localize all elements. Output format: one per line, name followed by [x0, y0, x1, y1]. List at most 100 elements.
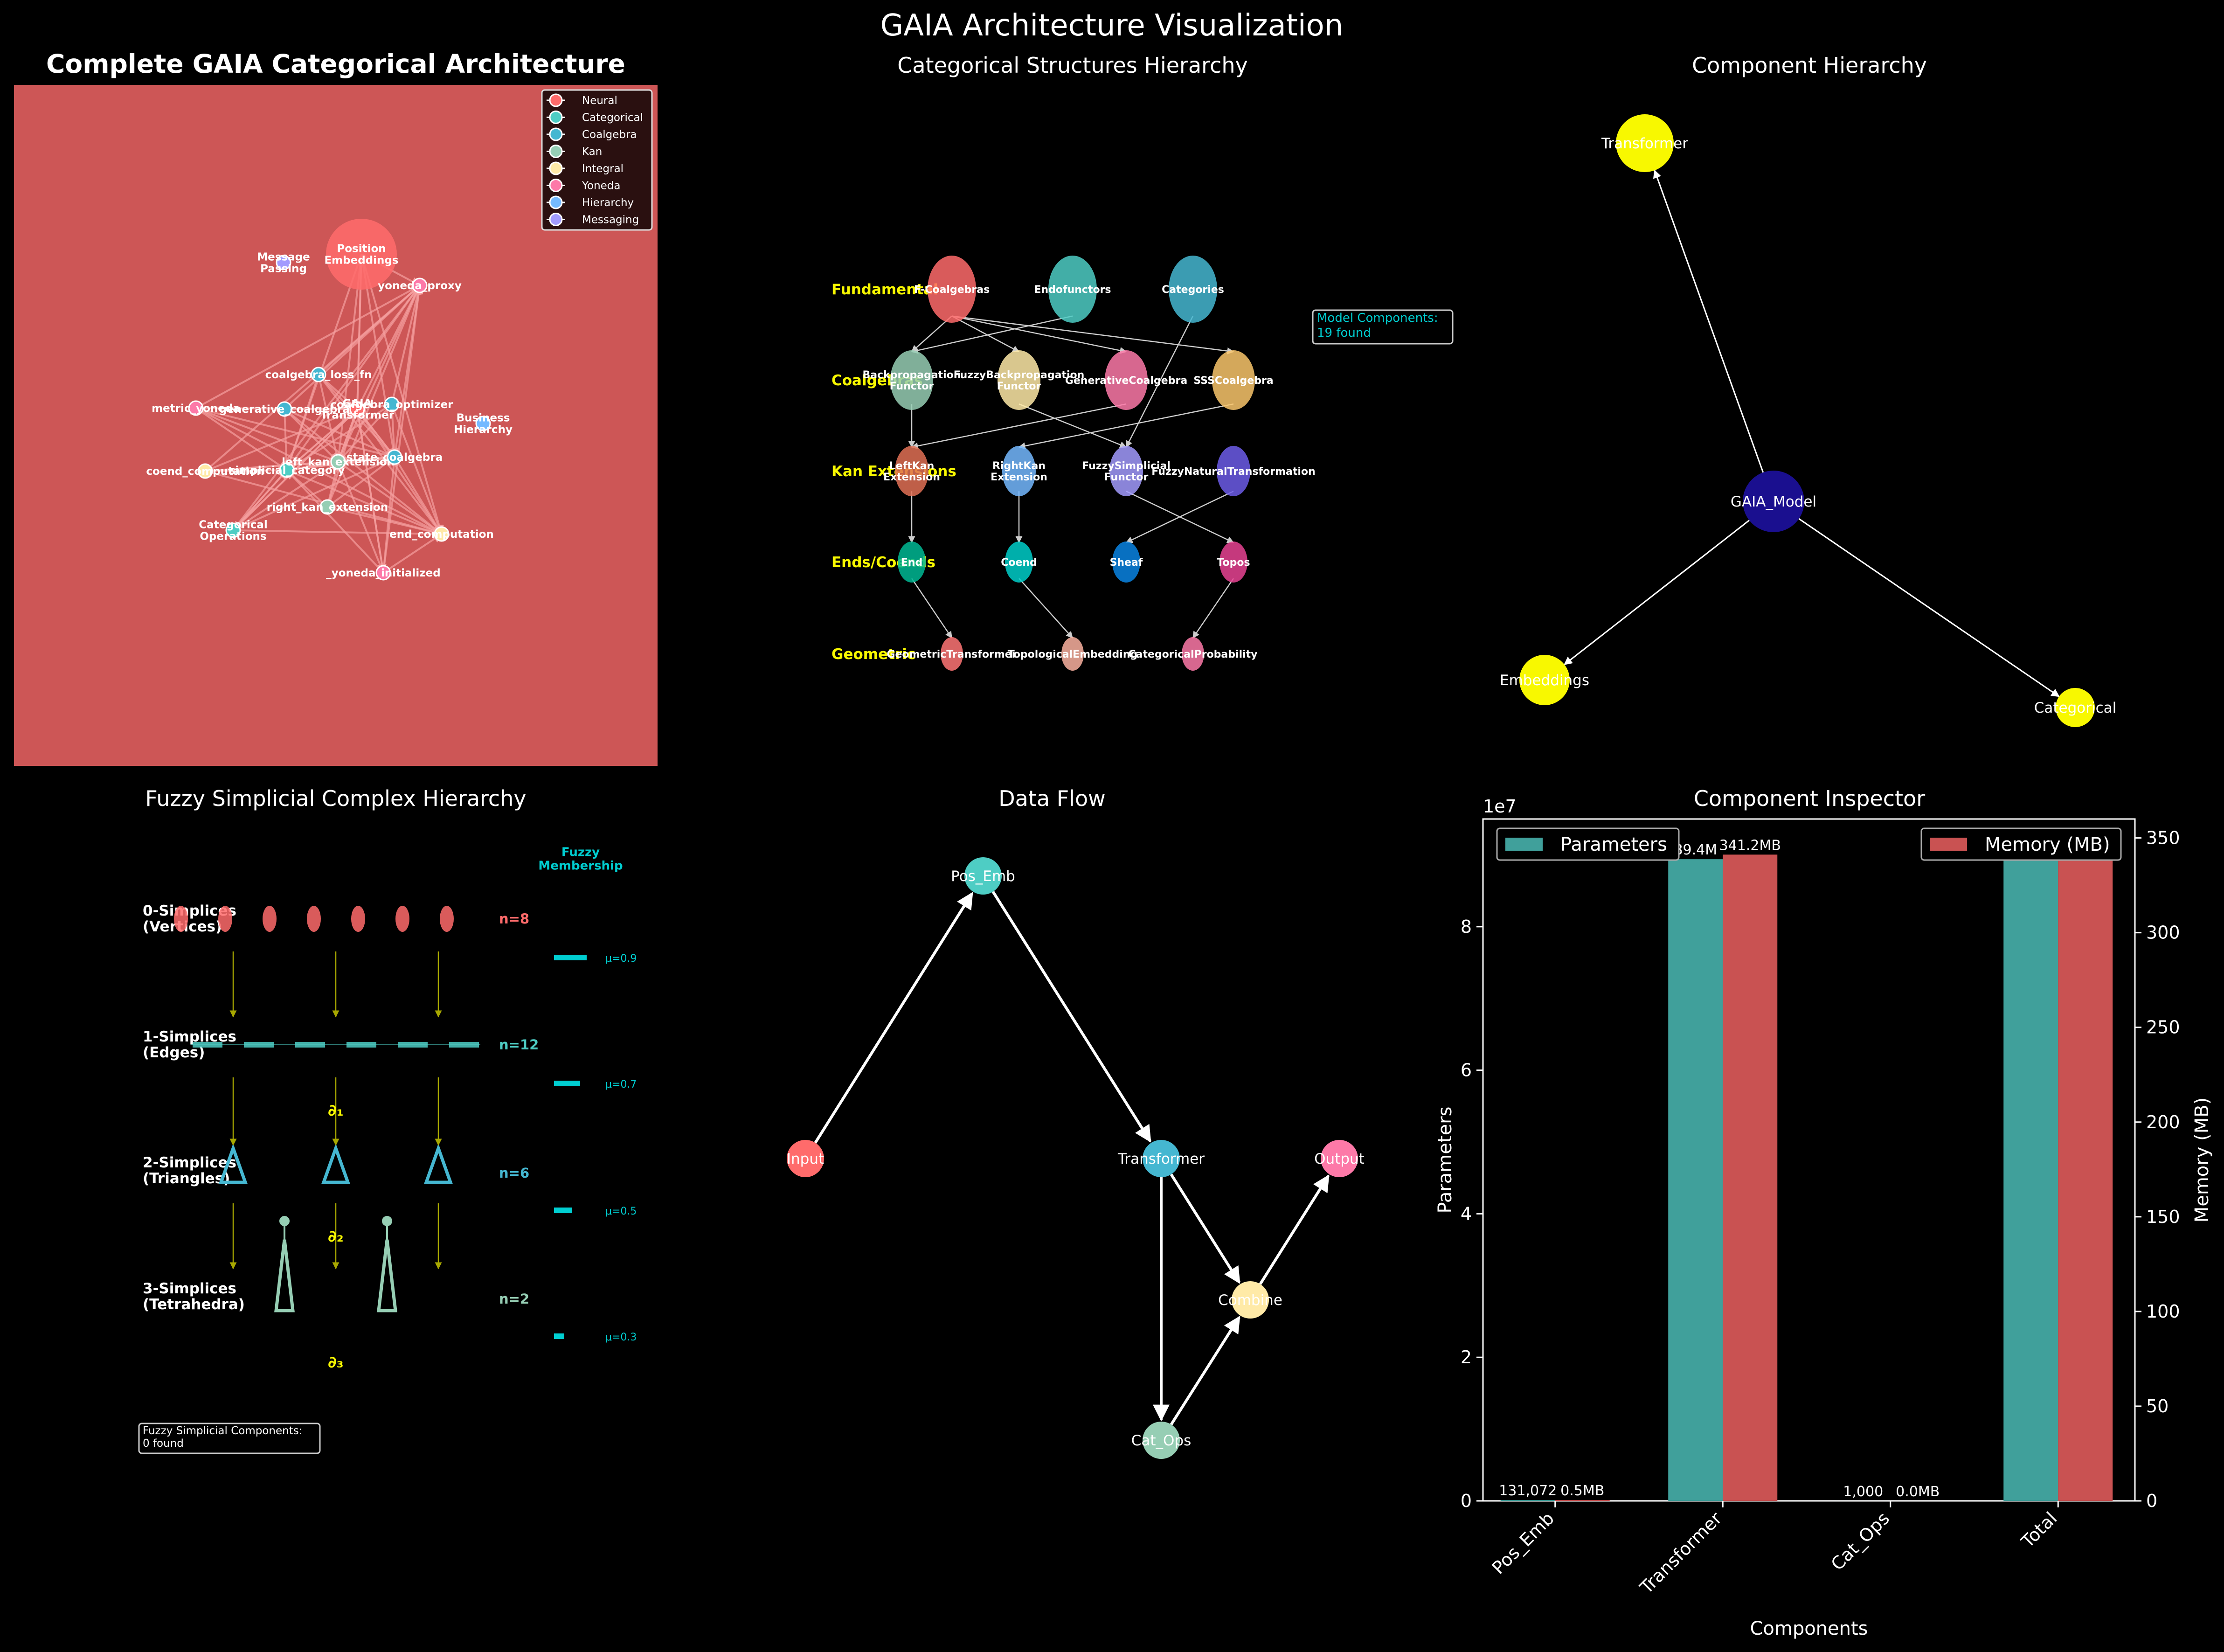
legend-memory: Memory (MB) — [1920, 827, 2122, 861]
architecture-node-biz: Business Hierarchy — [454, 412, 513, 436]
flow-edge — [991, 891, 1152, 1143]
tetrahedron-marker — [274, 1216, 295, 1312]
structure-node-endo: Endofunctors — [1034, 256, 1111, 323]
vertex-marker — [351, 906, 365, 932]
structure-edge — [1125, 316, 1194, 448]
y2-axis-label: Memory (MB) — [2191, 1097, 2213, 1223]
membership-bar — [554, 1081, 580, 1086]
architecture-node-metric: metric_yoneda — [152, 400, 240, 416]
svg-text:GeometricTransformer: GeometricTransformer — [887, 649, 1017, 660]
bar-memory-Pos_Emb — [1555, 1499, 1610, 1501]
architecture-node-rightkan: right_kan_extension — [267, 499, 388, 515]
structure-node-falg: F-Coalgebras — [914, 256, 990, 323]
membership-value: μ=0.7 — [605, 1079, 637, 1090]
flow-edge — [1170, 1316, 1240, 1425]
boundary-operator: ∂₁ — [328, 1101, 343, 1120]
bar-parameters-Pos_Emb — [1500, 1499, 1555, 1501]
svg-text:F-Coalgebras: F-Coalgebras — [914, 284, 990, 296]
svg-text:Cat_Ops: Cat_Ops — [1131, 1432, 1192, 1449]
membership-value: μ=0.5 — [605, 1206, 637, 1217]
structure-edge — [911, 403, 1127, 450]
panel-categorical-structures: Categorical Structures Hierarchy Fundame… — [831, 53, 1454, 671]
architecture-edge — [337, 461, 384, 573]
bar-label-memory: 0.5MB — [1560, 1483, 1604, 1499]
svg-text:simplicial_category: simplicial_category — [229, 465, 345, 477]
svg-text:Neural: Neural — [582, 95, 617, 107]
hierarchy-edge — [1798, 518, 2060, 697]
architecture-edge — [391, 285, 423, 405]
structure-node-sheaf: Sheaf — [1110, 541, 1143, 583]
hierarchy-node-transformer: Transformer — [1601, 114, 1688, 172]
x-tick-label: Transformer — [1636, 1508, 1726, 1598]
svg-text:generative_coalgebra: generative_coalgebra — [219, 403, 350, 416]
architecture-node-leftkan: left_kan_extension — [282, 454, 395, 470]
svg-text:_yoneda_initialized: _yoneda_initialized — [326, 567, 441, 579]
x-tick-label: Cat_Ops — [1827, 1508, 1894, 1575]
edge-marker — [295, 1042, 325, 1048]
boundary-operator: ∂₂ — [328, 1227, 343, 1246]
architecture-edge — [360, 254, 444, 535]
hierarchy-edge — [1653, 169, 1764, 473]
architecture-node-yproxy: yoneda_proxy — [378, 278, 462, 293]
y2-tick-label: 150 — [2146, 1207, 2180, 1227]
fuzzy-components-box: Fuzzy Simplicial Components: 0 found — [138, 1423, 321, 1454]
svg-text:Messaging: Messaging — [582, 214, 639, 226]
legend-item-kan: Kan — [547, 145, 602, 158]
flow-node-combine: Combine — [1218, 1281, 1282, 1319]
panel6-title: Component Inspector — [1694, 786, 1925, 811]
bar-label-memory: 341.2MB — [1719, 837, 1781, 854]
y-exponent: 1e7 — [1483, 796, 1517, 817]
hierarchy-node-emb: Embeddings — [1500, 655, 1589, 705]
row-label: Geometric — [831, 646, 915, 663]
simplex-count: n=2 — [499, 1291, 529, 1307]
y-axis-label: Parameters — [1434, 1107, 1456, 1214]
structure-edge — [951, 315, 1020, 353]
structure-nodes: F-Coalgebras Endofunctors Categories Backpr… — [862, 256, 1316, 671]
svg-text:state_coalgebra: state_coalgebra — [346, 451, 443, 464]
legend-parameters: Parameters — [1496, 827, 1680, 861]
flow-node-transformer: Transformer — [1117, 1140, 1205, 1177]
structure-edge — [1125, 491, 1234, 543]
panel2-title: Categorical Structures Hierarchy — [897, 53, 1247, 78]
architecture-edge — [382, 533, 443, 574]
panel-data-flow: Data Flow Input Pos_Emb Transformer Output C… — [787, 786, 1365, 1459]
svg-text:GAIA_Model: GAIA_Model — [1731, 493, 1816, 510]
tetrahedron-marker — [377, 1216, 397, 1312]
svg-text:Fuzzy Simplicial Components:0: Fuzzy Simplicial Components: 0 found — [143, 1425, 302, 1450]
membership-bar — [554, 1208, 572, 1213]
svg-text:coalgebra_optimizer: coalgebra_optimizer — [330, 399, 453, 411]
architecture-node-copt: coalgebra_optimizer — [330, 396, 453, 412]
panel-architecture: Complete GAIA Categorical Architecture P… — [14, 49, 658, 766]
flow-edge — [814, 892, 974, 1144]
structure-node-gencoal: GenerativeCoalgebra — [1065, 350, 1187, 410]
legend-item-integral: Integral — [547, 161, 624, 175]
panel5-title: Data Flow — [998, 786, 1105, 811]
structure-edge — [951, 315, 1234, 354]
svg-text:Combine: Combine — [1218, 1292, 1282, 1309]
y2-tick-label: 200 — [2146, 1112, 2180, 1132]
membership-bar — [554, 955, 587, 960]
architecture-edge — [318, 374, 341, 463]
architecture-edge — [232, 408, 358, 531]
architecture-node-closs: coalgebra_loss_fn — [265, 367, 372, 382]
edge-marker — [244, 1042, 274, 1048]
simplex-count: n=6 — [499, 1165, 529, 1181]
architecture-edge — [195, 285, 421, 409]
simplex-level-3: 3-Simplices (Tetrahedra) n=2 μ=0.3 — [143, 1280, 637, 1343]
svg-text:Memory (MB): Memory (MB) — [1985, 834, 2110, 855]
bar-parameters-Total — [2003, 859, 2058, 1501]
architecture-edge — [205, 465, 288, 475]
legend-item-messaging: Messaging — [547, 213, 639, 226]
vertex-marker — [395, 906, 409, 932]
svg-text:TopologicalEmbedding: TopologicalEmbedding — [1008, 649, 1138, 660]
hierarchy-node-gaia: GAIA_Model — [1731, 471, 1816, 532]
architecture-edge — [356, 408, 443, 535]
bar-label-parameters: 1,000 — [1843, 1484, 1883, 1500]
svg-text:right_kan_extension: right_kan_extension — [267, 501, 388, 514]
